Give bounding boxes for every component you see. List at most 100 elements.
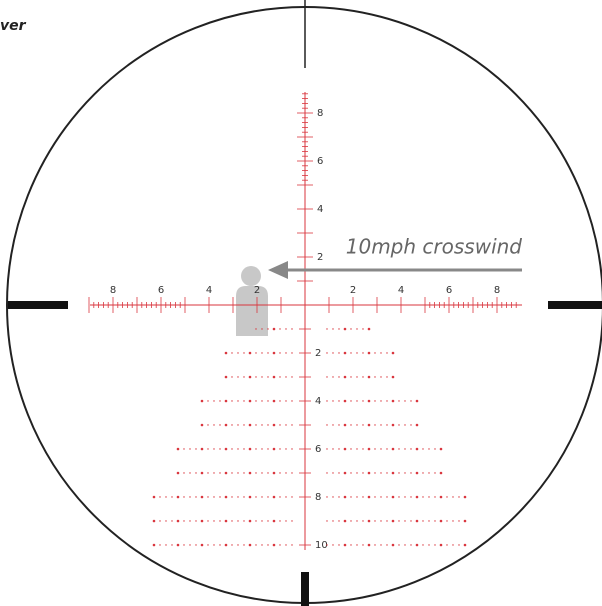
holdover-dot — [374, 520, 376, 522]
holdover-dot — [404, 544, 406, 546]
holdover-dot — [439, 543, 443, 547]
holdover-dot — [380, 352, 382, 354]
holdover-dot — [463, 543, 467, 547]
holdover-dot — [410, 496, 412, 498]
holdover-dot — [356, 496, 358, 498]
holdover-dot — [213, 520, 215, 522]
holdover-dot — [350, 352, 352, 354]
holdover-dot — [422, 448, 424, 450]
v-scale-label: 8 — [315, 492, 321, 503]
holdover-dot — [380, 472, 382, 474]
holdover-dot — [285, 376, 287, 378]
holdover-dot — [279, 376, 281, 378]
holdover-dot — [415, 399, 419, 403]
holdover-dot — [159, 544, 161, 546]
holdover-dot — [291, 400, 293, 402]
holdover-dot — [267, 472, 269, 474]
holdover-dot — [404, 400, 406, 402]
holdover-dot — [332, 472, 334, 474]
holdover-dot — [458, 520, 460, 522]
v-scale-label: 4 — [317, 204, 323, 215]
holdover-dot — [428, 472, 430, 474]
holdover-dot — [463, 495, 467, 499]
holdover-dot — [183, 544, 185, 546]
holdover-dot — [362, 448, 364, 450]
holdover-dot — [338, 400, 340, 402]
holdover-dot — [213, 472, 215, 474]
holdover-dot — [338, 520, 340, 522]
holdover-dot — [367, 495, 371, 499]
holdover-dot — [343, 543, 347, 547]
holdover-dot — [362, 376, 364, 378]
holdover-dot — [279, 520, 281, 522]
holdover-dot — [415, 471, 419, 475]
holdover-dot — [165, 496, 167, 498]
holdover-dot — [386, 424, 388, 426]
holdover-dot — [267, 424, 269, 426]
holdover-dot — [386, 400, 388, 402]
holdover-dot — [398, 400, 400, 402]
holdover-dot — [374, 496, 376, 498]
holdover-dot — [285, 352, 287, 354]
holdover-dot — [231, 544, 233, 546]
holdover-dot — [326, 424, 328, 426]
holdover-dot — [237, 520, 239, 522]
holdover-dot — [189, 496, 191, 498]
holdover-dot — [207, 520, 209, 522]
holdover-dot — [255, 520, 257, 522]
holdover-dot — [200, 495, 204, 499]
holdover-dot — [272, 327, 276, 331]
v-scale-label: 8 — [317, 108, 323, 119]
holdover-dot — [326, 352, 328, 354]
holdover-dot — [200, 399, 204, 403]
holdover-dot — [367, 543, 371, 547]
holdover-dot — [200, 519, 204, 523]
holdover-dot — [398, 424, 400, 426]
holdover-dot — [391, 375, 395, 379]
holdover-dot — [343, 327, 347, 331]
h-scale-label: 4 — [206, 285, 212, 296]
holdover-dot — [291, 424, 293, 426]
holdover-dot — [398, 472, 400, 474]
holdover-dot — [195, 496, 197, 498]
holdover-dot — [237, 496, 239, 498]
holdover-dot — [171, 496, 173, 498]
holdover-dot — [237, 376, 239, 378]
holdover-dot — [224, 399, 228, 403]
holdover-dot — [380, 448, 382, 450]
holdover-dot — [398, 544, 400, 546]
holdover-dot — [237, 448, 239, 450]
holdover-dot — [350, 400, 352, 402]
wind-label: 10mph crosswind — [346, 235, 523, 259]
holdover-dot — [224, 351, 228, 355]
holdover-dot — [338, 328, 340, 330]
holdover-dot — [326, 472, 328, 474]
holdover-dot — [189, 448, 191, 450]
holdover-dot — [255, 328, 257, 330]
holdover-dot — [398, 448, 400, 450]
holdover-dot — [267, 496, 269, 498]
holdover-dot — [391, 399, 395, 403]
holdover-dot — [243, 496, 245, 498]
holdover-dot — [248, 423, 252, 427]
holdover-dot — [285, 520, 287, 522]
holdover-dot — [237, 400, 239, 402]
holdover-dot — [356, 376, 358, 378]
holdover-dot — [195, 448, 197, 450]
holdover-dot — [267, 448, 269, 450]
holdover-dot — [374, 376, 376, 378]
v-scale-label: 4 — [315, 396, 321, 407]
holdover-dot — [386, 376, 388, 378]
holdover-dot — [452, 544, 454, 546]
holdover-dot — [183, 520, 185, 522]
holdover-dot — [415, 519, 419, 523]
holdover-dot — [350, 520, 352, 522]
bottom-post — [301, 572, 309, 606]
holdover-dot — [367, 519, 371, 523]
holdover-dot — [195, 472, 197, 474]
holdover-dot — [231, 448, 233, 450]
holdover-dot — [380, 424, 382, 426]
holdover-dot — [374, 424, 376, 426]
holdover-dot — [200, 447, 204, 451]
holdover-dot — [248, 471, 252, 475]
